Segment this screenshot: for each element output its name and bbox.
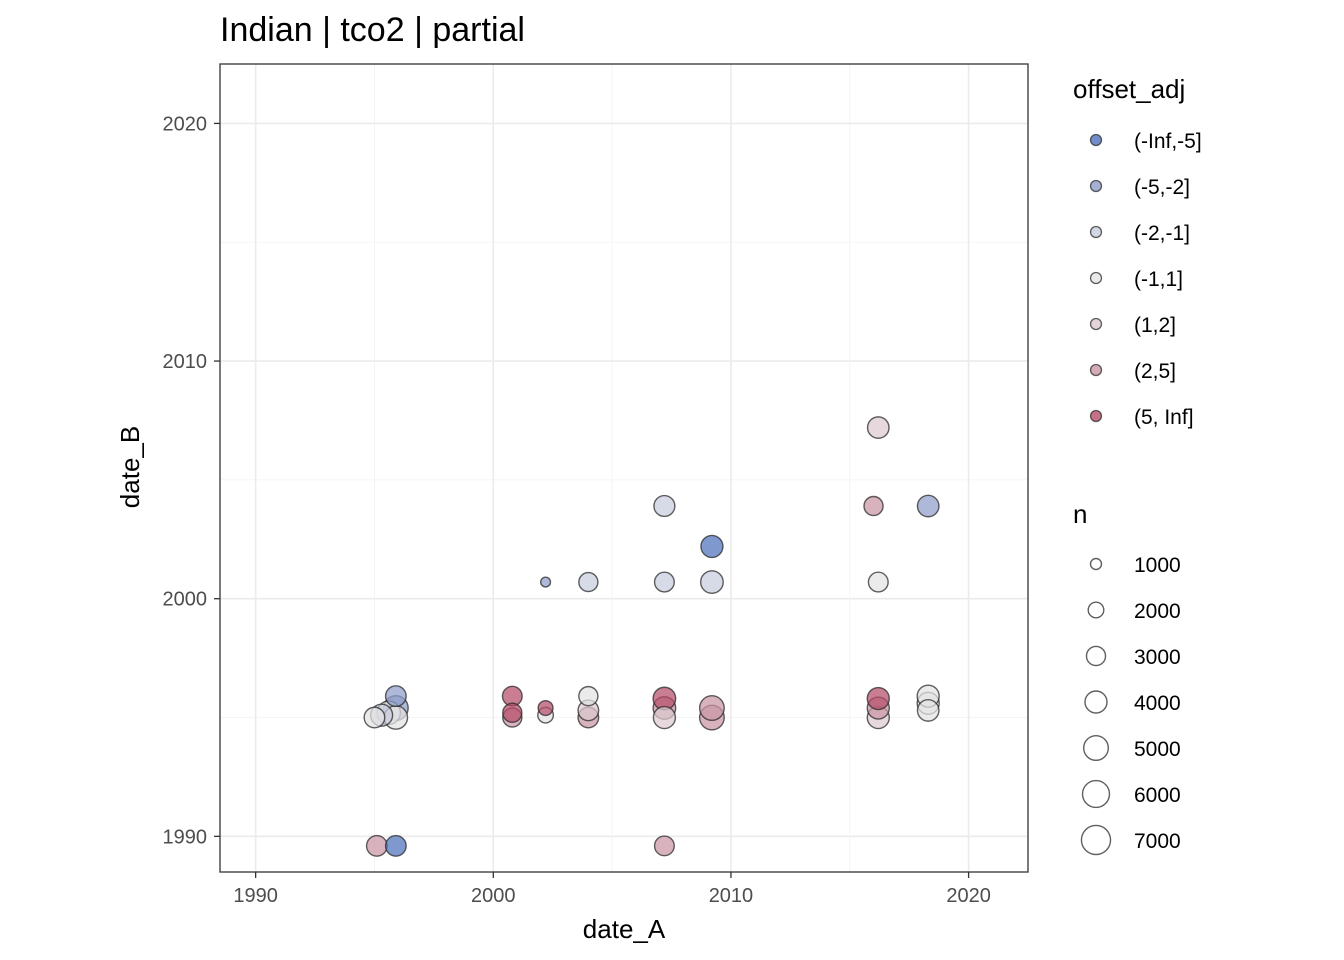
grid-lines bbox=[220, 64, 1028, 872]
data-point bbox=[867, 571, 889, 593]
color-legend-key bbox=[1089, 409, 1103, 423]
size-legend-label: 5000 bbox=[1134, 738, 1181, 761]
color-legend-label: (-5,-2] bbox=[1134, 176, 1190, 199]
data-point bbox=[866, 686, 890, 711]
size-legend-key bbox=[1083, 735, 1109, 761]
color-legend-label: (5, Inf] bbox=[1134, 406, 1194, 429]
size-legend-key bbox=[1089, 557, 1103, 571]
data-point bbox=[653, 835, 675, 857]
color-legend-key bbox=[1089, 317, 1103, 331]
plot-background bbox=[220, 64, 1028, 872]
y-tick-label: 2020 bbox=[163, 113, 208, 135]
data-point bbox=[916, 698, 940, 722]
data-points bbox=[363, 416, 940, 857]
size-legend: n 1000 2000 3000 4000 5000 6000 7000 bbox=[1073, 499, 1181, 856]
color-legend-label: (-1,1] bbox=[1134, 268, 1183, 291]
data-point bbox=[653, 494, 676, 518]
x-tick-label: 2020 bbox=[946, 885, 991, 907]
x-tick-label: 2000 bbox=[471, 885, 516, 907]
plot-border bbox=[219, 63, 1029, 873]
data-point bbox=[539, 576, 552, 588]
data-point bbox=[700, 534, 724, 559]
data-point bbox=[698, 695, 725, 722]
x-axis: 1990 2000 2010 2020 bbox=[233, 872, 991, 907]
size-legend-label: 3000 bbox=[1134, 646, 1181, 669]
data-point bbox=[363, 706, 386, 729]
size-legend-key bbox=[1087, 601, 1105, 619]
color-legend-key bbox=[1089, 133, 1103, 147]
y-tick-label: 2010 bbox=[163, 351, 208, 373]
data-point bbox=[384, 834, 407, 857]
color-legend-key bbox=[1089, 363, 1103, 377]
data-point bbox=[502, 702, 523, 724]
data-point bbox=[652, 705, 677, 730]
size-legend-key bbox=[1084, 690, 1108, 714]
data-point bbox=[866, 416, 890, 440]
color-legend-key bbox=[1089, 225, 1103, 239]
size-legend-title: n bbox=[1073, 499, 1087, 529]
color-legend-key bbox=[1089, 179, 1103, 193]
chart-title: Indian | tco2 | partial bbox=[220, 11, 525, 49]
size-legend-key bbox=[1080, 824, 1112, 856]
size-legend-label: 7000 bbox=[1134, 830, 1181, 853]
size-legend-label: 6000 bbox=[1134, 784, 1181, 807]
data-point bbox=[916, 494, 940, 518]
data-point bbox=[384, 685, 407, 708]
data-point bbox=[699, 570, 724, 595]
y-tick-label: 1990 bbox=[163, 826, 208, 848]
y-axis-title: date_B bbox=[115, 426, 145, 508]
color-legend-label: (-2,-1] bbox=[1134, 222, 1190, 245]
color-legend-key bbox=[1089, 271, 1103, 285]
data-point bbox=[365, 834, 388, 857]
color-legend: offset_adj (-Inf,-5] (-5,-2] (-2,-1] (-1,1]… bbox=[1073, 74, 1202, 429]
x-tick-label: 1990 bbox=[233, 885, 278, 907]
y-axis: 1990 2000 2010 2020 bbox=[163, 113, 220, 848]
x-tick-label: 2010 bbox=[709, 885, 754, 907]
size-legend-label: 4000 bbox=[1134, 692, 1181, 715]
x-axis-title: date_A bbox=[583, 914, 666, 944]
plot-panel bbox=[220, 64, 1028, 872]
data-point bbox=[863, 495, 884, 517]
size-legend-label: 1000 bbox=[1134, 554, 1181, 577]
size-legend-label: 2000 bbox=[1134, 600, 1181, 623]
size-legend-key bbox=[1081, 779, 1111, 809]
color-legend-label: (-Inf,-5] bbox=[1134, 130, 1202, 153]
data-point bbox=[653, 571, 675, 593]
y-tick-label: 2000 bbox=[163, 589, 208, 611]
color-legend-title: offset_adj bbox=[1073, 74, 1185, 104]
data-point bbox=[578, 685, 599, 707]
data-point bbox=[537, 699, 554, 717]
color-legend-label: (2,5] bbox=[1134, 360, 1176, 383]
data-point bbox=[578, 571, 599, 593]
color-legend-label: (1,2] bbox=[1134, 314, 1176, 337]
size-legend-key bbox=[1085, 645, 1107, 667]
